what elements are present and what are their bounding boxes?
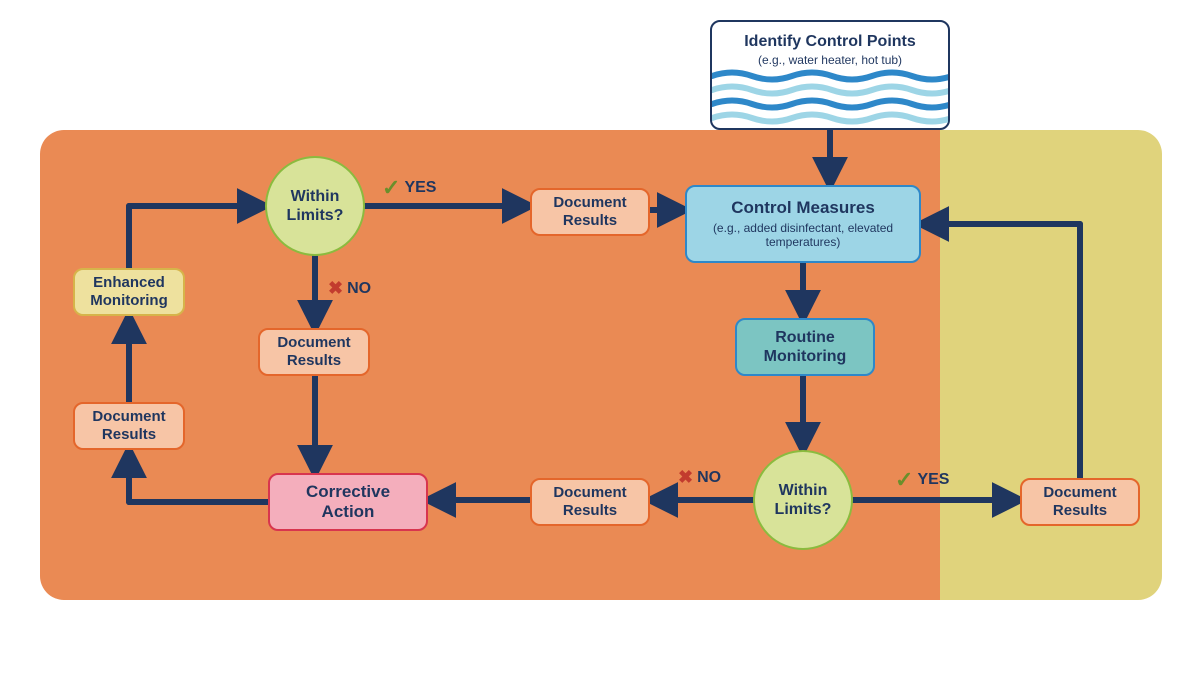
node-title: Document Results	[272, 334, 356, 370]
label-text: YES	[917, 471, 949, 489]
node-title: Document Results	[87, 408, 171, 444]
cross-icon: ✖	[328, 278, 343, 299]
node-title: Identify Control Points	[744, 32, 916, 51]
node-within-limits-right: Within Limits?	[753, 450, 853, 550]
check-icon: ✓	[895, 467, 913, 493]
node-title: Routine Monitoring	[749, 328, 861, 366]
node-corrective-action: Corrective Action	[268, 473, 428, 531]
label-no-left: ✖ NO	[328, 278, 371, 299]
node-enhanced-monitoring: Enhanced Monitoring	[73, 268, 185, 316]
node-title: Within Limits?	[279, 187, 351, 225]
label-text: YES	[404, 179, 436, 197]
label-yes-left: ✓ YES	[382, 175, 436, 201]
label-no-right: ✖ NO	[678, 467, 721, 488]
node-subtitle: (e.g., added disinfectant, elevated temp…	[699, 221, 907, 250]
node-title: Within Limits?	[767, 481, 839, 519]
node-document-results-no-right: Document Results	[530, 478, 650, 526]
node-document-results-yes-right: Document Results	[1020, 478, 1140, 526]
node-document-results-yes-left: Document Results	[530, 188, 650, 236]
node-title: Document Results	[544, 194, 636, 230]
node-subtitle: (e.g., water heater, hot tub)	[758, 53, 902, 67]
node-title: Document Results	[544, 484, 636, 520]
panel-right	[940, 130, 1162, 600]
label-text: NO	[697, 469, 721, 487]
label-yes-right: ✓ YES	[895, 467, 949, 493]
node-document-results-no-left: Document Results	[258, 328, 370, 376]
cross-icon: ✖	[678, 467, 693, 488]
waves-icon	[712, 68, 948, 128]
node-title: Document Results	[1034, 484, 1126, 520]
label-text: NO	[347, 280, 371, 298]
node-within-limits-left: Within Limits?	[265, 156, 365, 256]
node-title: Enhanced Monitoring	[87, 274, 171, 310]
node-title: Control Measures	[731, 198, 875, 218]
node-control-measures: Control Measures (e.g., added disinfecta…	[685, 185, 921, 263]
check-icon: ✓	[382, 175, 400, 201]
node-title: Corrective Action	[282, 482, 414, 523]
node-document-results-enhanced: Document Results	[73, 402, 185, 450]
node-routine-monitoring: Routine Monitoring	[735, 318, 875, 376]
